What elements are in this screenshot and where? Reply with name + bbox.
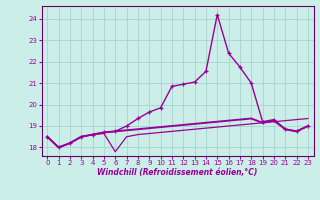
X-axis label: Windchill (Refroidissement éolien,°C): Windchill (Refroidissement éolien,°C) — [97, 168, 258, 177]
